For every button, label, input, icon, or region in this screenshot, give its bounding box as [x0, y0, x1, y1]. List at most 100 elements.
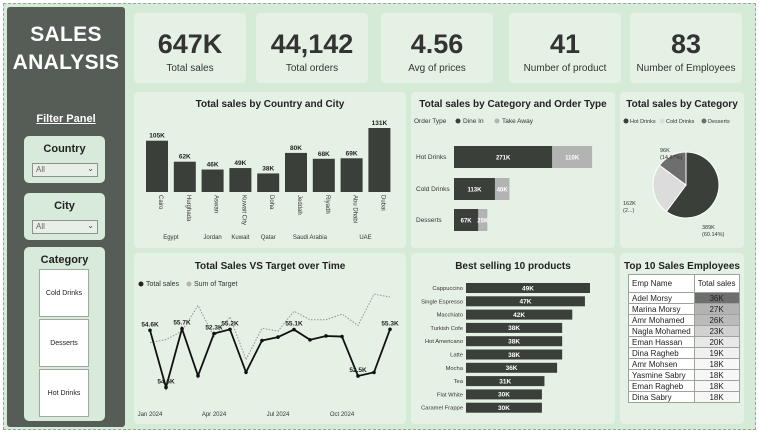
bar-label: 38K [262, 165, 274, 172]
x-group-label: Qatar [261, 235, 276, 241]
legend-label: Dine In [463, 118, 484, 125]
bar-label: 62K [179, 154, 191, 161]
x-tick-label: Hurghada [185, 195, 191, 222]
bar-label: 47K [520, 299, 532, 306]
kpi-value: 83 [670, 29, 702, 59]
y-tick-label: Cold Drinks [416, 186, 450, 193]
table-row[interactable]: Dina Sabry 18K [628, 391, 740, 403]
y-tick-label: Hot Americano [425, 339, 463, 345]
kpi-label: Number of product [523, 63, 607, 74]
kpi-label: Total orders [285, 63, 339, 74]
filter-panel-title: Filter Panel [36, 113, 96, 125]
category-item-desserts[interactable]: Desserts [39, 319, 89, 367]
kpi-number-of-employees: 83 Number of Employees [630, 13, 742, 83]
category-item-cold-drinks[interactable]: Cold Drinks [39, 269, 89, 317]
target-line [149, 293, 391, 361]
x-tick-label: Cairo [157, 195, 163, 210]
category-item-hot-drinks[interactable]: Hot Drinks [39, 369, 89, 417]
x-tick-label: Kuwait City [240, 195, 246, 225]
employee-sales-cell: 36K [693, 292, 740, 304]
pie-slice [652, 164, 687, 213]
x-group-label: Kuwait [231, 235, 249, 241]
point-label: 54.6K [141, 321, 159, 328]
legend-marker [455, 118, 461, 124]
x-tick-label: Riyadh [324, 195, 330, 214]
best-selling-products-bar-chart: Cappuccino 49K Single Espresso 47K Macchiato… [421, 283, 590, 413]
sales-point [340, 334, 344, 339]
table-row[interactable]: Eman Hassan 20K [628, 336, 740, 348]
kpi-total-orders: 44,142 Total orders [256, 13, 368, 83]
x-tick-label: Aswan [213, 195, 219, 213]
x-tick-label: Jan 2024 [138, 412, 163, 418]
table-row[interactable]: Marina Morsy 27K [628, 303, 740, 315]
bar-label: 271K [496, 156, 511, 162]
sales-point [388, 327, 392, 332]
column-header-total-sales[interactable]: Total sales [693, 274, 740, 293]
bar-label: 38K [508, 339, 520, 346]
bar-label: 110K [565, 156, 580, 162]
y-tick-label: Turkish Cofe [430, 326, 463, 332]
y-tick-label: Cappuccino [432, 286, 463, 292]
table-row[interactable]: Amr Mohamed 26K [628, 314, 740, 326]
bar [285, 152, 307, 192]
kpi-value: 41 [549, 29, 581, 59]
y-tick-label: Macchiato [437, 313, 463, 319]
sales-point [244, 370, 248, 375]
bar-take-away [494, 178, 510, 200]
kpi-number-of-product: 41 Number of product [509, 13, 621, 83]
x-group-label: Saudi Arabia [293, 235, 328, 241]
point-label: 52.5K [349, 367, 367, 374]
bar-label: 49K [522, 285, 534, 292]
employee-name-cell: Amr Mohamed [628, 314, 695, 326]
top-employees-panel: Top 10 Sales Employees Emp Name Total sa… [620, 253, 744, 424]
legend-marker [138, 281, 144, 287]
x-tick-label: Oct 2024 [330, 412, 355, 418]
x-tick-label: Apr 2024 [202, 412, 227, 418]
point-label: 55.2K [221, 320, 239, 327]
employee-name-cell: Adel Morsy [628, 292, 695, 304]
chart-title: Total sales by Category [626, 99, 738, 110]
table-row[interactable]: Adel Morsy 36K [628, 292, 740, 304]
table-row[interactable]: Yasmine Sabry 18K [628, 369, 740, 381]
bar-label: 36K [506, 365, 518, 372]
legend-label: Cold Drinks [666, 119, 695, 125]
column-header-emp-name[interactable]: Emp Name [628, 274, 695, 293]
employee-name-cell: Amr Mohsen [628, 358, 695, 370]
employee-sales-cell: 18K [693, 391, 740, 403]
employee-name-cell: Dina Sabry [628, 391, 695, 403]
sales-point [372, 370, 376, 375]
sales-point [276, 335, 280, 339]
slice-label: (2...) [623, 208, 634, 214]
country-city-chart-panel: Total sales by Country and City 105K Cair… [134, 92, 406, 248]
category-pie-chart: Hot Drinks Cold Drinks Desserts 389K(60.14%… [623, 118, 730, 238]
legend-marker [186, 281, 192, 287]
employee-name-cell: Eman Hassan [628, 336, 695, 348]
table-row[interactable]: Dina Ragheb 19K [628, 347, 740, 359]
legend-label: Sum of Target [194, 281, 238, 288]
employee-sales-cell: 27K [693, 303, 740, 315]
country-select[interactable]: All ⌄ [32, 163, 98, 177]
table-row[interactable]: Eman Ragheb 18K [628, 380, 740, 392]
x-tick-label: Dubai [379, 195, 385, 211]
sales-point [164, 385, 168, 390]
x-group-label: Jordan [203, 235, 221, 241]
chart-title: Total Sales VS Target over Time [194, 261, 346, 272]
bar-label: 38K [508, 352, 520, 359]
table-row[interactable]: Nagla Mohamed 23K [628, 325, 740, 337]
x-tick-label: Jeddah [296, 195, 302, 215]
city-filter: City All ⌄ [24, 193, 105, 240]
country-select-value: All [36, 165, 45, 174]
bar [466, 336, 563, 347]
employee-sales-cell: 18K [693, 358, 740, 370]
kpi-value: 4.56 [410, 29, 464, 59]
bar [368, 128, 391, 192]
bar-take-away [478, 209, 488, 231]
x-group-label: UAE [359, 235, 371, 241]
kpi-value: 44,142 [270, 29, 354, 59]
table-row[interactable]: Amr Mohsen 18K [628, 358, 740, 370]
legend-marker [623, 118, 629, 124]
bar-label: 113K [467, 188, 482, 194]
city-select[interactable]: All ⌄ [32, 220, 98, 234]
sales-vs-target-chart-panel: Total Sales VS Target over Time Total sa… [134, 253, 406, 424]
bar [466, 296, 585, 307]
